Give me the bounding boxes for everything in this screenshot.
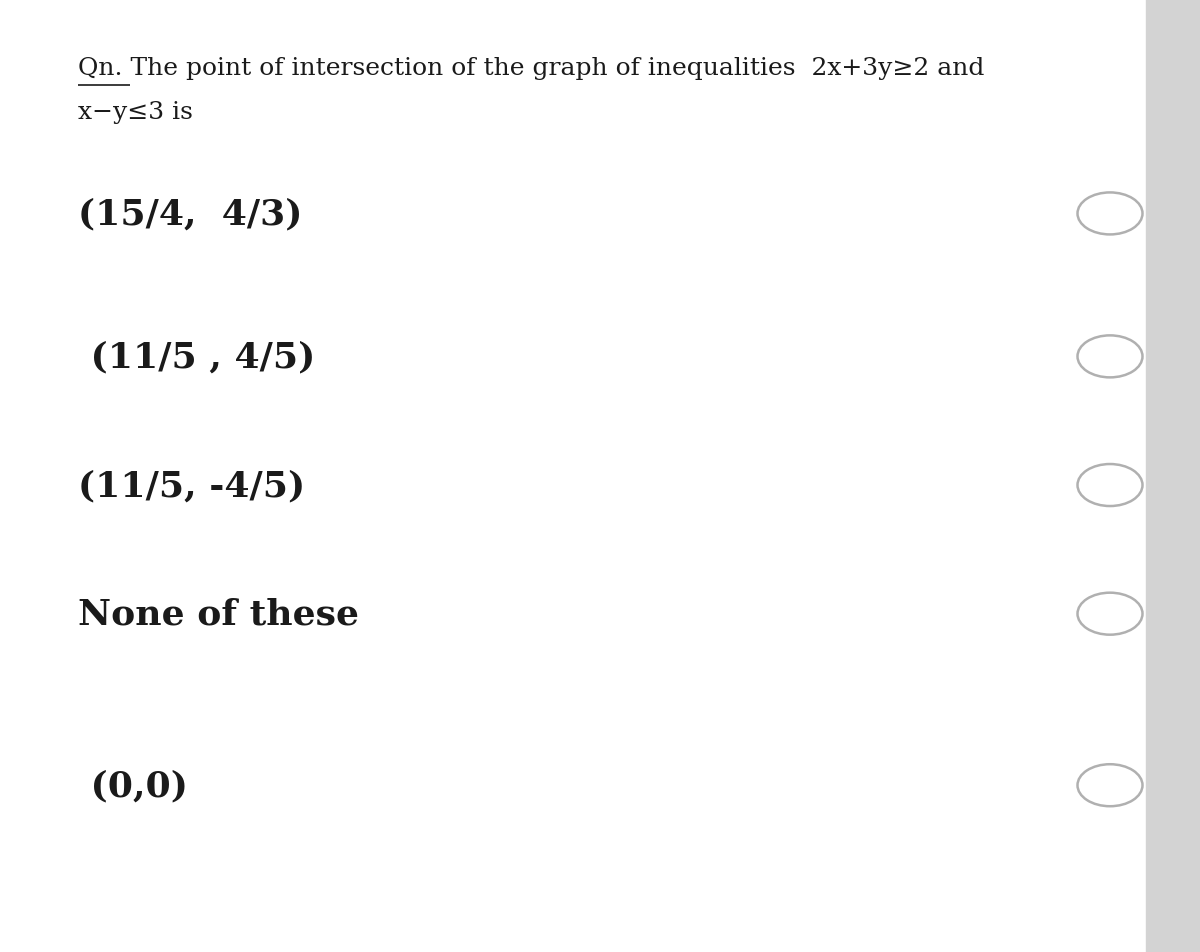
Ellipse shape (1078, 465, 1142, 506)
Bar (1146, 0, 1200, 952)
Text: (11/5, -4/5): (11/5, -4/5) (78, 468, 305, 503)
Text: (0,0): (0,0) (78, 768, 188, 803)
Text: None of these: None of these (78, 597, 359, 631)
Ellipse shape (1078, 336, 1142, 378)
Text: x−y≤3 is: x−y≤3 is (78, 101, 193, 124)
Ellipse shape (1078, 593, 1142, 635)
Text: (15/4,  4/3): (15/4, 4/3) (78, 197, 302, 231)
Ellipse shape (1078, 764, 1142, 806)
Ellipse shape (1078, 193, 1142, 235)
Text: (11/5 , 4/5): (11/5 , 4/5) (78, 340, 316, 374)
Text: Qn. The point of intersection of the graph of inequalities  2x+3y≥2 and: Qn. The point of intersection of the gra… (78, 57, 984, 80)
